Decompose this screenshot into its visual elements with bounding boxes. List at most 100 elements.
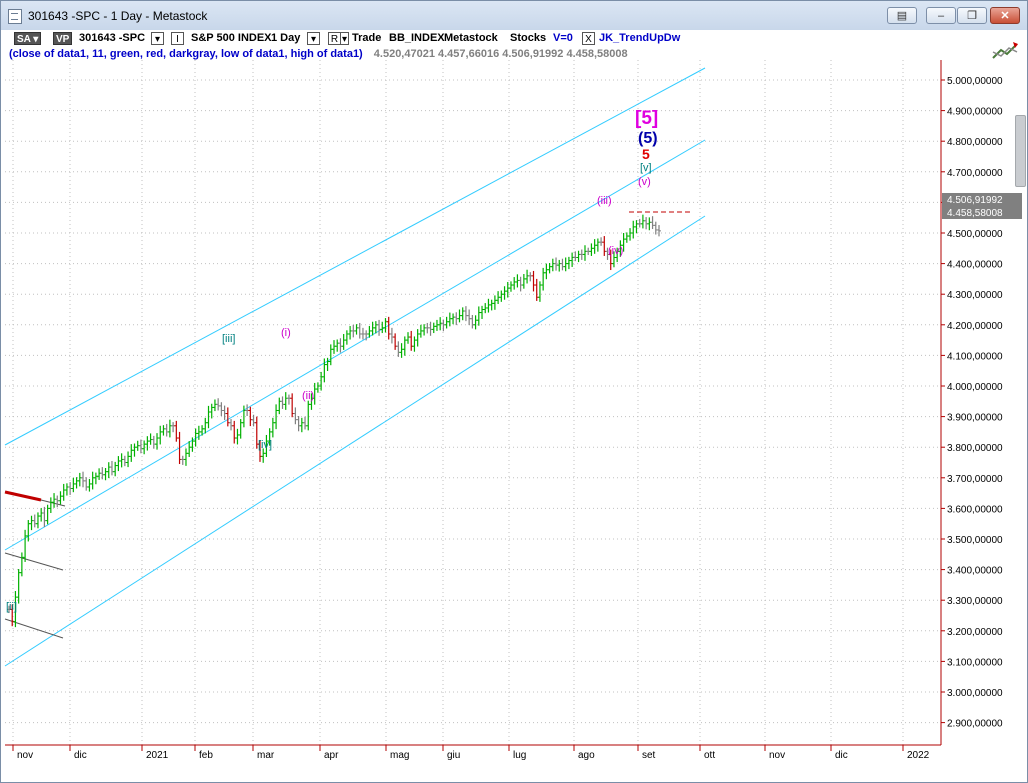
- category-label: Stocks: [510, 32, 547, 44]
- last-value-box: [942, 193, 1022, 206]
- sa-label: SA: [17, 34, 31, 45]
- vertical-scrollbar-thumb[interactable]: [1015, 115, 1026, 187]
- y-tick-label: 4.500,00000: [947, 229, 1003, 240]
- wave-label: [5]: [635, 108, 658, 129]
- symbol-dropdown-button[interactable]: ▾: [151, 32, 164, 45]
- gray-trend-line: [4, 552, 64, 571]
- last-value-box: [942, 206, 1022, 219]
- title-bar: 301643 -SPC - 1 Day - Metastock ▤ – ❐ ✕: [1, 1, 1027, 31]
- wave-label: (5): [638, 130, 658, 147]
- wave-label: (iii): [597, 195, 612, 207]
- y-tick-label: 3.600,00000: [947, 504, 1003, 515]
- vp-button[interactable]: VP: [53, 32, 73, 45]
- wave-label: (iv): [608, 245, 623, 257]
- chart-window-icon: [8, 9, 22, 24]
- minimize-icon: –: [937, 10, 945, 22]
- y-tick-label: 4.300,00000: [947, 290, 1003, 301]
- sa-button[interactable]: SA ▾: [14, 32, 42, 45]
- price-chart[interactable]: [ii] [iii] [iv] (i) (ii) (iii) (iv) (v) [v]5(5)[…: [1, 30, 1027, 782]
- x-tick-label: 2021: [146, 750, 169, 761]
- wave-label: [ii]: [6, 601, 17, 613]
- channel-line: [4, 215, 706, 667]
- chart-grid: [5, 60, 941, 745]
- x-tick-label: mag: [390, 750, 409, 761]
- last-value-label: 4.506,91992: [947, 195, 1003, 206]
- channel-line: [4, 139, 706, 551]
- last-value-label: 4.458,58008: [947, 208, 1003, 219]
- wave-label: [iv]: [258, 439, 272, 451]
- close-icon: ✕: [1000, 10, 1010, 22]
- wave-label: [iii]: [222, 333, 235, 345]
- interval-label[interactable]: 1 Day: [271, 32, 301, 44]
- chevron-down-icon: ▾: [154, 34, 161, 45]
- y-tick-label: 3.500,00000: [947, 535, 1003, 546]
- source-label: Metastock: [444, 32, 498, 44]
- trend-lines-icon[interactable]: [991, 40, 1019, 62]
- y-tick-label: 4.000,00000: [947, 382, 1003, 393]
- indicator-name[interactable]: JK_TrendUpDw: [599, 32, 681, 44]
- restore-icon: ❐: [967, 10, 977, 22]
- x-tick-label: set: [642, 750, 656, 761]
- x-tick-label: feb: [199, 750, 213, 761]
- indicator-legend: (close of data1, 11, green, red, darkgra…: [9, 48, 628, 60]
- y-tick-label: 3.100,00000: [947, 657, 1003, 668]
- chevron-down-icon: ▾: [341, 34, 348, 45]
- x-tick-label: apr: [324, 750, 339, 761]
- minimize-button[interactable]: –: [926, 7, 956, 24]
- gray-trend-line: [4, 618, 64, 639]
- gray-trend-line: [40, 499, 66, 507]
- y-tick-label: 3.900,00000: [947, 413, 1003, 424]
- y-tick-label: 2.900,00000: [947, 719, 1003, 730]
- wave-label: (v): [638, 176, 651, 188]
- wave-label: [v]: [640, 162, 652, 174]
- close-button[interactable]: ✕: [990, 7, 1020, 24]
- chart-area[interactable]: [ii] [iii] [iv] (i) (ii) (iii) (iv) (v) [v] 5 (5)[…: [1, 30, 1027, 782]
- r-dropdown-button[interactable]: ▾: [341, 32, 349, 45]
- legend-formula: (close of data1, 11, green, red, darkgra…: [9, 48, 363, 60]
- window-options-button[interactable]: ▤: [887, 7, 917, 24]
- x-tick-label: ago: [578, 750, 595, 761]
- y-tick-label: 4.400,00000: [947, 260, 1003, 271]
- y-tick-label: 4.800,00000: [947, 137, 1003, 148]
- red-trend-line: [4, 490, 42, 502]
- x-tick-label: ott: [704, 750, 715, 761]
- symbol-name: S&P 500 INDEX: [191, 32, 272, 44]
- chevron-down-icon: ▾: [310, 34, 317, 45]
- x-tick-label: lug: [513, 750, 526, 761]
- x-tick-label: mar: [257, 750, 275, 761]
- y-tick-label: 3.800,00000: [947, 443, 1003, 454]
- vp-label: VP: [56, 34, 70, 45]
- remove-indicator-button[interactable]: X: [582, 32, 595, 45]
- trend-channel: [4, 67, 706, 667]
- y-tick-label: 5.000,00000: [947, 76, 1003, 87]
- y-tick-label: 3.200,00000: [947, 627, 1003, 638]
- y-tick-label: 4.100,00000: [947, 351, 1003, 362]
- window-title: 301643 -SPC - 1 Day - Metastock: [28, 9, 208, 23]
- volume-label: V=0: [553, 32, 573, 44]
- wave-label: 5: [642, 146, 650, 162]
- y-tick-label: 3.300,00000: [947, 596, 1003, 607]
- x-tick-label: dic: [835, 750, 848, 761]
- x-tick-label: dic: [74, 750, 87, 761]
- x-tick-label: nov: [17, 750, 33, 761]
- channel-line: [4, 67, 706, 446]
- wave-label: (i): [281, 327, 291, 339]
- axes: 5.000,00000 4.900,00000 4.800,00000 4.700,0…: [5, 60, 1022, 761]
- symbol-code[interactable]: 301643 -SPC: [79, 32, 146, 44]
- options-icon: ▤: [896, 10, 908, 22]
- y-tick-label: 3.400,00000: [947, 566, 1003, 577]
- x-tick-label: nov: [769, 750, 785, 761]
- y-tick-label: 4.900,00000: [947, 107, 1003, 118]
- interval-dropdown-button[interactable]: ▾: [307, 32, 320, 45]
- i-button[interactable]: I: [171, 32, 184, 45]
- close-icon: X: [585, 34, 592, 45]
- y-tick-label: 3.700,00000: [947, 474, 1003, 485]
- restore-button[interactable]: ❐: [957, 7, 987, 24]
- x-tick-label: giu: [447, 750, 460, 761]
- r-button[interactable]: R: [328, 32, 341, 45]
- price-bars: [7, 214, 661, 628]
- legend-values: 4.520,47021 4.457,66016 4.506,91992 4.45…: [373, 48, 628, 60]
- wave-label: (ii): [302, 390, 314, 402]
- x-tick-label: 2022: [907, 750, 930, 761]
- trade-label[interactable]: Trade: [352, 32, 382, 44]
